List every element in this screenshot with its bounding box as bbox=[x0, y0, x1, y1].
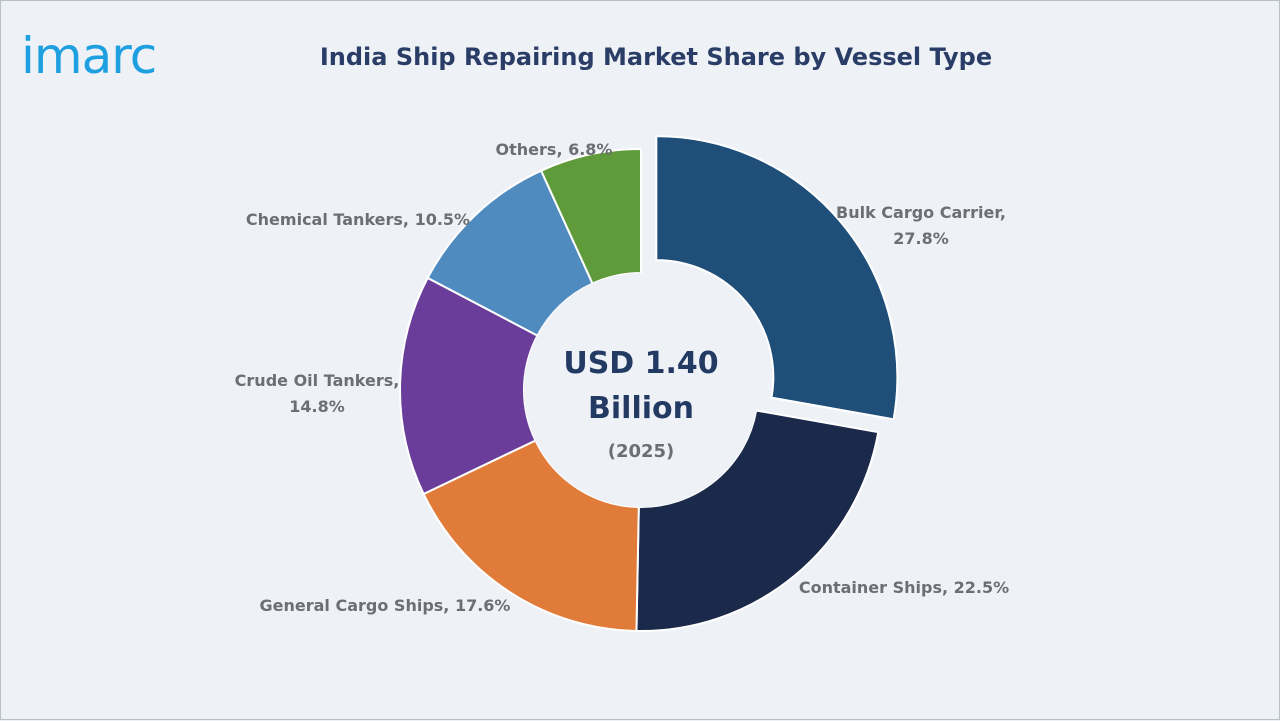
data-label-general-cargo-ships: General Cargo Ships, 17.6% bbox=[260, 596, 511, 615]
data-label-bulk-cargo-carrier: Bulk Cargo Carrier, 27.8% bbox=[836, 203, 1006, 248]
logo-text: imarc bbox=[21, 27, 156, 85]
slice-bulk-cargo-carrier bbox=[655, 135, 899, 421]
center-value-label: USD 1.40 bbox=[563, 346, 718, 381]
data-label-others: Others, 6.8% bbox=[496, 140, 613, 159]
center-year-label: (2025) bbox=[608, 441, 675, 462]
donut-hole bbox=[524, 273, 758, 507]
data-label-crude-oil-tankers: Crude Oil Tankers, 14.8% bbox=[235, 371, 400, 416]
data-label-container-ships: Container Ships, 22.5% bbox=[799, 578, 1009, 597]
chart-title: India Ship Repairing Market Share by Ves… bbox=[319, 43, 993, 71]
center-unit-label: Billion bbox=[588, 391, 694, 426]
imarc-logo: imarc bbox=[21, 27, 157, 85]
data-label-chemical-tankers: Chemical Tankers, 10.5% bbox=[246, 210, 470, 229]
